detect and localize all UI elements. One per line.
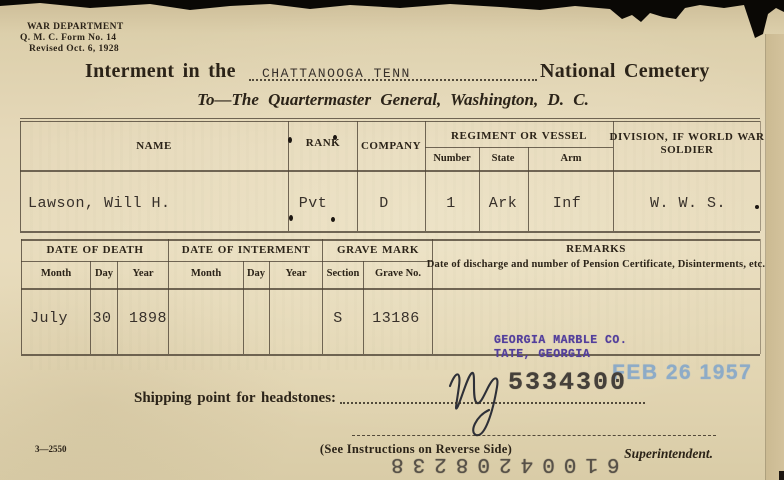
table2-top-rule: [21, 239, 760, 241]
page-edge-shadow: [765, 34, 784, 480]
table2-graveno-border: [363, 261, 364, 354]
table2-death-year-border: [117, 261, 118, 354]
upside-down-document-number-stamp: 61004208238: [382, 452, 620, 475]
table1-col-arm-border: [528, 147, 529, 231]
value-name: Lawson, Will H.: [28, 195, 171, 212]
table1-col-division-border: [613, 121, 614, 231]
cemetery-name-value: CHATTANOOGA TENN: [262, 66, 411, 81]
table1-col-regiment-border: [425, 121, 426, 231]
header-remarks-title: REMARKS: [566, 243, 626, 255]
header-interment-month: Month: [190, 268, 222, 279]
form-revision-label: Revised Oct. 6, 1928: [29, 44, 120, 54]
table1-col-company-border: [357, 121, 358, 231]
table1-col-rank-border: [288, 121, 289, 231]
marble-company-stamp-line2: TATE, GEORGIA: [494, 348, 591, 361]
value-death-month: July: [30, 310, 69, 327]
header-company: COMPANY: [360, 140, 422, 152]
superintendent-label: Superintendent.: [624, 446, 713, 461]
header-grave-no: Grave No.: [374, 268, 422, 279]
table2-death-day-border: [90, 261, 91, 354]
value-section: S: [333, 310, 343, 327]
title-prefix: Interment in the: [85, 60, 236, 82]
header-state: State: [491, 153, 515, 164]
value-number: 1: [446, 195, 456, 212]
table2-interment-day-border: [243, 261, 244, 354]
header-death-month: Month: [40, 268, 72, 279]
reverse-side-instructions: (See Instructions on Reverse Side): [319, 442, 513, 456]
table2-right-border: [760, 239, 761, 354]
table2-gravemark-border: [322, 239, 323, 354]
title-suffix: National Cemetery: [540, 60, 710, 82]
header-date-of-interment: DATE OF INTERMENT: [181, 244, 311, 256]
header-interment-year: Year: [285, 268, 307, 279]
regiment-subheader-rule: [425, 147, 613, 148]
table1-col-state-border: [479, 147, 480, 231]
header-grave-mark: GRAVE MARK: [337, 244, 419, 256]
header-division-line2: SOLDIER: [660, 144, 714, 156]
table2-interment-border: [168, 239, 169, 354]
ink-speck: [333, 135, 337, 140]
received-date-stamp: FEB 26 1957: [612, 361, 753, 384]
corner-dark-spot: [779, 471, 784, 480]
value-death-day: 30: [92, 310, 112, 327]
value-state: Ark: [488, 195, 518, 212]
header-name: NAME: [136, 140, 172, 152]
ink-speck: [755, 205, 759, 209]
table1-top-rule-b: [20, 121, 760, 122]
header-section: Section: [326, 268, 360, 279]
shipping-point-dotted-line: [340, 402, 645, 404]
value-division: W. W. S.: [649, 195, 727, 212]
ink-speck: [289, 215, 293, 221]
value-grave-no: 13186: [372, 310, 420, 327]
header-regiment-group: REGIMENT OR VESSEL: [451, 130, 587, 142]
addressee-line: To—The Quartermaster General, Washington…: [197, 90, 589, 109]
table2-group-rule: [21, 261, 432, 262]
ink-speck: [288, 137, 292, 143]
handwritten-initials-signature: [448, 371, 499, 437]
print-code: 3—2550: [35, 444, 67, 454]
table2-remarks-border: [432, 239, 433, 354]
ink-bleed-texture: [30, 120, 750, 370]
header-interment-day: Day: [246, 268, 266, 279]
war-department-label: WAR DEPARTMENT: [27, 22, 124, 32]
header-number: Number: [433, 153, 471, 164]
table2-bottom-rule: [21, 354, 760, 356]
table2-left-border: [21, 239, 22, 354]
header-death-year: Year: [132, 268, 154, 279]
header-date-of-death: DATE OF DEATH: [46, 244, 144, 256]
table1-right-border: [760, 121, 761, 231]
value-rank: Pvt: [298, 195, 328, 212]
header-rank: RANK: [305, 137, 341, 149]
marble-company-stamp-line1: GEORGIA MARBLE CO.: [494, 334, 628, 347]
table2-header-rule: [21, 288, 760, 290]
table1-top-rule-a: [20, 118, 760, 119]
header-remarks-subtitle: Date of discharge and number of Pension …: [426, 259, 766, 270]
table1-left-border: [20, 121, 21, 231]
value-arm: Inf: [552, 195, 582, 212]
form-number-label: Q. M. C. Form No. 14: [20, 33, 117, 43]
table1-bottom-rule: [20, 231, 760, 233]
headstone-serial-number: 5334300: [508, 368, 628, 397]
superintendent-signature-line: [352, 435, 716, 436]
shipping-point-label: Shipping point for headstones:: [134, 390, 337, 406]
value-death-year: 1898: [128, 310, 168, 327]
header-arm: Arm: [560, 153, 582, 164]
header-division-line1: DIVISION, IF WORLD WAR: [609, 131, 765, 143]
ink-speck: [331, 217, 335, 222]
table1-header-rule: [20, 170, 760, 172]
value-company: D: [379, 195, 389, 212]
header-death-day: Day: [94, 268, 114, 279]
cemetery-dotted-leader: [249, 79, 537, 81]
table2-interment-year-border: [269, 261, 270, 354]
